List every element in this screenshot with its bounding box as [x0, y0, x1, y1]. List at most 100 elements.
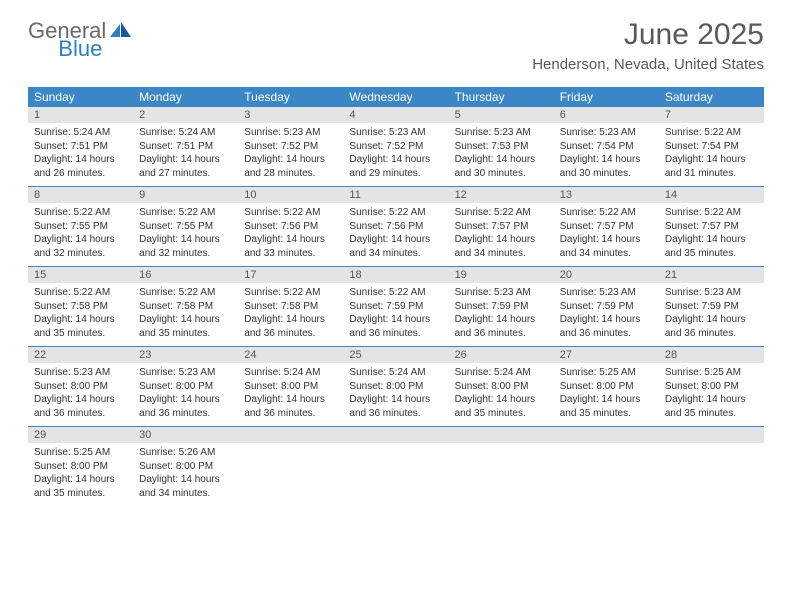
day-cell: Sunrise: 5:25 AMSunset: 8:00 PMDaylight:…: [28, 443, 133, 506]
day-cells-row: Sunrise: 5:24 AMSunset: 7:51 PMDaylight:…: [28, 123, 764, 186]
day-number: 22: [28, 347, 133, 363]
day-number: 15: [28, 267, 133, 283]
day-cell: Sunrise: 5:23 AMSunset: 8:00 PMDaylight:…: [28, 363, 133, 426]
daylight-text: Daylight: 14 hours and 34 minutes.: [560, 233, 653, 260]
week-block: 891011121314Sunrise: 5:22 AMSunset: 7:55…: [28, 187, 764, 267]
sunset-text: Sunset: 7:54 PM: [665, 140, 758, 154]
daylight-text: Daylight: 14 hours and 36 minutes.: [244, 393, 337, 420]
daylight-text: Daylight: 14 hours and 34 minutes.: [349, 233, 442, 260]
day-number: 6: [554, 107, 659, 123]
logo-text-blue: Blue: [58, 36, 102, 62]
day-number: 3: [238, 107, 343, 123]
header: General Blue June 2025 Henderson, Nevada…: [0, 0, 792, 77]
sunset-text: Sunset: 8:00 PM: [349, 380, 442, 394]
day-number: [238, 427, 343, 443]
day-header: Tuesday: [238, 87, 343, 107]
sunset-text: Sunset: 7:58 PM: [139, 300, 232, 314]
sunset-text: Sunset: 8:00 PM: [34, 380, 127, 394]
day-number: 12: [449, 187, 554, 203]
daylight-text: Daylight: 14 hours and 29 minutes.: [349, 153, 442, 180]
weeks-container: 1234567Sunrise: 5:24 AMSunset: 7:51 PMDa…: [28, 107, 764, 506]
sunset-text: Sunset: 7:59 PM: [560, 300, 653, 314]
sunrise-text: Sunrise: 5:23 AM: [139, 366, 232, 380]
day-cell: Sunrise: 5:23 AMSunset: 7:59 PMDaylight:…: [659, 283, 764, 346]
day-cell: Sunrise: 5:25 AMSunset: 8:00 PMDaylight:…: [659, 363, 764, 426]
day-cell: Sunrise: 5:22 AMSunset: 7:56 PMDaylight:…: [343, 203, 448, 266]
day-cell: [659, 443, 764, 506]
day-cell: [238, 443, 343, 506]
day-cell: Sunrise: 5:22 AMSunset: 7:58 PMDaylight:…: [238, 283, 343, 346]
page-title: June 2025: [532, 18, 764, 52]
day-header: Sunday: [28, 87, 133, 107]
day-number: [659, 427, 764, 443]
day-cell: Sunrise: 5:24 AMSunset: 7:51 PMDaylight:…: [28, 123, 133, 186]
sunrise-text: Sunrise: 5:24 AM: [34, 126, 127, 140]
sunrise-text: Sunrise: 5:26 AM: [139, 446, 232, 460]
day-number: 5: [449, 107, 554, 123]
day-cell: Sunrise: 5:26 AMSunset: 8:00 PMDaylight:…: [133, 443, 238, 506]
day-number: 9: [133, 187, 238, 203]
day-number: 21: [659, 267, 764, 283]
sunrise-text: Sunrise: 5:25 AM: [665, 366, 758, 380]
daylight-text: Daylight: 14 hours and 33 minutes.: [244, 233, 337, 260]
daylight-text: Daylight: 14 hours and 36 minutes.: [244, 313, 337, 340]
day-number-row: 22232425262728: [28, 347, 764, 363]
daylight-text: Daylight: 14 hours and 35 minutes.: [139, 313, 232, 340]
day-cell: Sunrise: 5:22 AMSunset: 7:57 PMDaylight:…: [554, 203, 659, 266]
logo-sail-icon: [110, 22, 132, 43]
day-cell: [343, 443, 448, 506]
daylight-text: Daylight: 14 hours and 32 minutes.: [34, 233, 127, 260]
day-number: [554, 427, 659, 443]
sunrise-text: Sunrise: 5:22 AM: [560, 206, 653, 220]
day-number: 11: [343, 187, 448, 203]
day-cell: Sunrise: 5:23 AMSunset: 7:59 PMDaylight:…: [449, 283, 554, 346]
sunset-text: Sunset: 7:55 PM: [139, 220, 232, 234]
day-number: 8: [28, 187, 133, 203]
daylight-text: Daylight: 14 hours and 35 minutes.: [455, 393, 548, 420]
daylight-text: Daylight: 14 hours and 30 minutes.: [455, 153, 548, 180]
daylight-text: Daylight: 14 hours and 35 minutes.: [34, 473, 127, 500]
sunset-text: Sunset: 7:58 PM: [244, 300, 337, 314]
daylight-text: Daylight: 14 hours and 30 minutes.: [560, 153, 653, 180]
daylight-text: Daylight: 14 hours and 34 minutes.: [139, 473, 232, 500]
day-number: 23: [133, 347, 238, 363]
sunset-text: Sunset: 7:52 PM: [349, 140, 442, 154]
day-header: Thursday: [449, 87, 554, 107]
day-number: 20: [554, 267, 659, 283]
sunset-text: Sunset: 8:00 PM: [665, 380, 758, 394]
sunrise-text: Sunrise: 5:24 AM: [455, 366, 548, 380]
week-block: 2930Sunrise: 5:25 AMSunset: 8:00 PMDayli…: [28, 427, 764, 506]
location-text: Henderson, Nevada, United States: [532, 56, 764, 73]
sunrise-text: Sunrise: 5:24 AM: [244, 366, 337, 380]
sunset-text: Sunset: 8:00 PM: [139, 460, 232, 474]
daylight-text: Daylight: 14 hours and 36 minutes.: [349, 393, 442, 420]
day-cell: Sunrise: 5:24 AMSunset: 8:00 PMDaylight:…: [343, 363, 448, 426]
sunrise-text: Sunrise: 5:23 AM: [455, 126, 548, 140]
sunrise-text: Sunrise: 5:23 AM: [34, 366, 127, 380]
day-number: 17: [238, 267, 343, 283]
sunrise-text: Sunrise: 5:22 AM: [34, 206, 127, 220]
day-number: 10: [238, 187, 343, 203]
logo: General Blue: [28, 18, 180, 44]
day-headers-row: SundayMondayTuesdayWednesdayThursdayFrid…: [28, 87, 764, 107]
day-cell: [449, 443, 554, 506]
sunrise-text: Sunrise: 5:22 AM: [139, 286, 232, 300]
sunset-text: Sunset: 7:53 PM: [455, 140, 548, 154]
sunset-text: Sunset: 8:00 PM: [560, 380, 653, 394]
day-header: Saturday: [659, 87, 764, 107]
daylight-text: Daylight: 14 hours and 36 minutes.: [139, 393, 232, 420]
sunrise-text: Sunrise: 5:22 AM: [34, 286, 127, 300]
day-cell: Sunrise: 5:22 AMSunset: 7:55 PMDaylight:…: [133, 203, 238, 266]
day-cell: Sunrise: 5:23 AMSunset: 7:52 PMDaylight:…: [343, 123, 448, 186]
sunrise-text: Sunrise: 5:24 AM: [349, 366, 442, 380]
day-number: 4: [343, 107, 448, 123]
day-cells-row: Sunrise: 5:23 AMSunset: 8:00 PMDaylight:…: [28, 363, 764, 426]
daylight-text: Daylight: 14 hours and 35 minutes.: [665, 233, 758, 260]
daylight-text: Daylight: 14 hours and 36 minutes.: [34, 393, 127, 420]
day-header: Friday: [554, 87, 659, 107]
daylight-text: Daylight: 14 hours and 26 minutes.: [34, 153, 127, 180]
day-cell: Sunrise: 5:23 AMSunset: 7:53 PMDaylight:…: [449, 123, 554, 186]
day-number: 26: [449, 347, 554, 363]
day-cell: Sunrise: 5:22 AMSunset: 7:58 PMDaylight:…: [133, 283, 238, 346]
day-header: Wednesday: [343, 87, 448, 107]
